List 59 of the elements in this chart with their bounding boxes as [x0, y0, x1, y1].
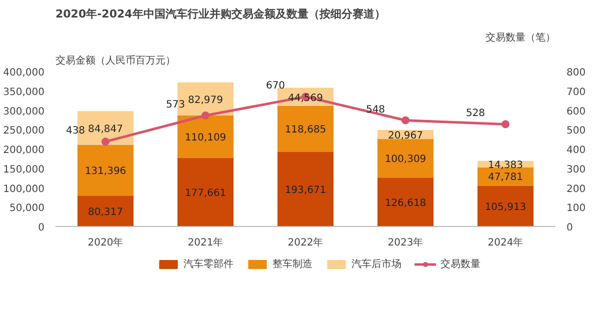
point [502, 120, 510, 128]
y-tick-label: 250,000 [3, 126, 45, 137]
y-axis-title: 交易金额（人民币百万元） [56, 54, 176, 66]
y2-tick-label: 600 [566, 106, 586, 118]
x-tick-label: 2021年 [188, 236, 224, 248]
data-label: 44,569 [288, 92, 324, 104]
data-label: 528 [466, 108, 486, 120]
y-tick-label: 50,000 [10, 203, 45, 214]
data-label: 193,671 [284, 184, 326, 196]
y2-axis-title: 交易数量（笔） [486, 32, 556, 44]
data-label: 131,396 [84, 166, 126, 177]
data-label: 177,661 [184, 188, 226, 200]
y2-tick-label: 700 [566, 86, 586, 98]
bar [378, 138, 434, 178]
data-label: 670 [266, 80, 286, 92]
y2-tick-label: 400 [566, 145, 586, 156]
chart-title: 2020年-2024年中国汽车行业并购交易金额及数量（按细分赛道） [56, 8, 386, 20]
data-label: 84,847 [88, 124, 124, 136]
data-label: 573 [166, 99, 186, 110]
bar [78, 144, 134, 196]
x-tick-label: 2020年 [88, 236, 124, 248]
y2-tick-label: 0 [566, 222, 573, 234]
data-label: 20,967 [388, 130, 424, 142]
y2-tick-label: 500 [566, 126, 586, 137]
data-label: 105,913 [484, 202, 526, 213]
data-label: 100,309 [384, 154, 426, 165]
y-tick-label: 350,000 [3, 86, 45, 98]
y-tick-label: 200,000 [3, 145, 45, 156]
point [402, 116, 410, 124]
legend-label: 交易数量 [440, 258, 480, 271]
legend-label: 汽车后市场 [352, 258, 402, 271]
data-label: 126,618 [384, 198, 426, 209]
point [102, 138, 110, 146]
bar [278, 150, 334, 226]
data-label: 80,317 [88, 206, 124, 218]
y-tick-label: 300,000 [3, 106, 45, 118]
data-label: 438 [66, 126, 86, 137]
data-label: 82,979 [188, 94, 224, 106]
y-tick-label: 0 [38, 222, 45, 234]
bar [378, 176, 434, 226]
y2-tick-label: 200 [566, 184, 586, 195]
data-label: 110,109 [184, 132, 226, 144]
bar [178, 157, 234, 226]
point [202, 111, 210, 120]
data-label: 118,685 [284, 124, 326, 136]
y2-tick-label: 800 [566, 68, 586, 78]
x-tick-label: 2024年 [488, 236, 524, 248]
data-label: 47,781 [488, 172, 524, 184]
x-tick-label: 2023年 [388, 236, 424, 248]
legend-label: 汽车零部件 [184, 258, 234, 271]
legend-label: 整车制造 [272, 258, 312, 271]
bar [278, 104, 334, 152]
y-tick-label: 400,000 [3, 68, 45, 78]
y2-tick-label: 100 [566, 203, 586, 214]
bar [478, 184, 534, 226]
x-tick-label: 2022年 [288, 236, 324, 248]
y-tick-label: 150,000 [3, 164, 45, 176]
y-tick-label: 100,000 [3, 184, 45, 195]
y2-tick-label: 300 [566, 164, 586, 176]
